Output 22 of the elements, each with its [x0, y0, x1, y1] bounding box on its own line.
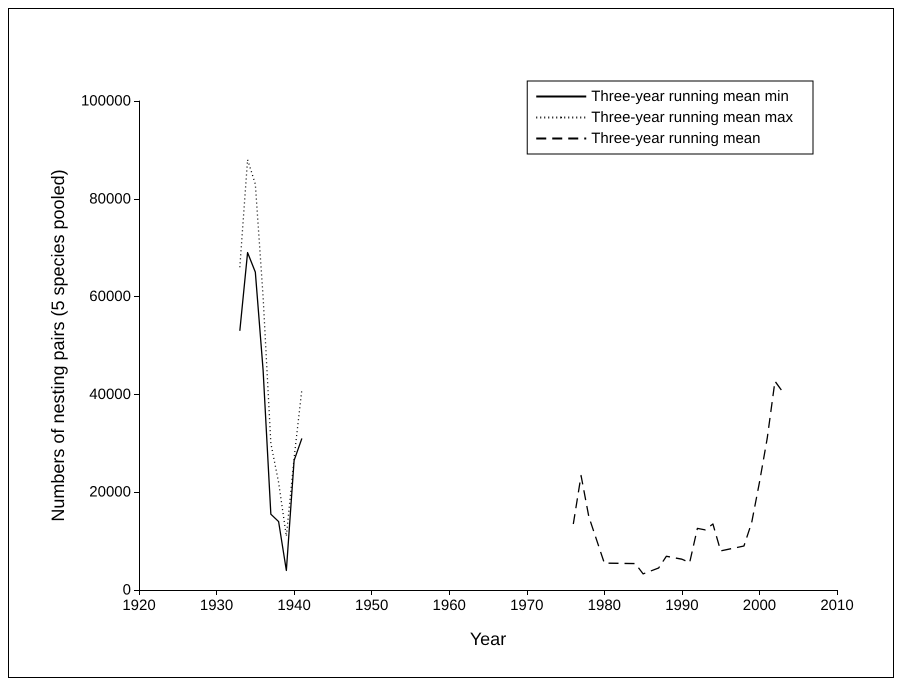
x-tick-label: 1940: [277, 597, 311, 614]
x-tick-label: 1980: [588, 597, 622, 614]
y-axis-title: Numbers of nesting pairs (5 species pooled): [48, 169, 68, 522]
x-tick-label: 1930: [200, 597, 234, 614]
y-tick-label: 60000: [89, 288, 131, 306]
x-tick-label: 1960: [432, 597, 466, 614]
x-tick-label: 1920: [122, 597, 156, 614]
y-tick-label: 20000: [89, 484, 131, 501]
y-tick-label: 100000: [80, 92, 131, 110]
legend-label: Three-year running mean max: [591, 109, 794, 126]
x-tick-label: 1970: [510, 597, 544, 614]
legend-label: Three-year running mean min: [591, 88, 789, 105]
line-series: [572, 380, 784, 575]
x-tick-label: 2010: [820, 597, 854, 614]
y-tick-label: 0: [122, 582, 131, 598]
x-tick-label: 1990: [665, 597, 699, 614]
x-axis-title: Year: [470, 629, 506, 649]
y-tick-label: 40000: [89, 386, 131, 403]
x-tick-label: 1950: [354, 597, 388, 614]
x-tick-label: 2000: [742, 597, 776, 614]
legend-label: Three-year running mean: [591, 130, 761, 147]
y-tick-label: 80000: [89, 190, 131, 208]
